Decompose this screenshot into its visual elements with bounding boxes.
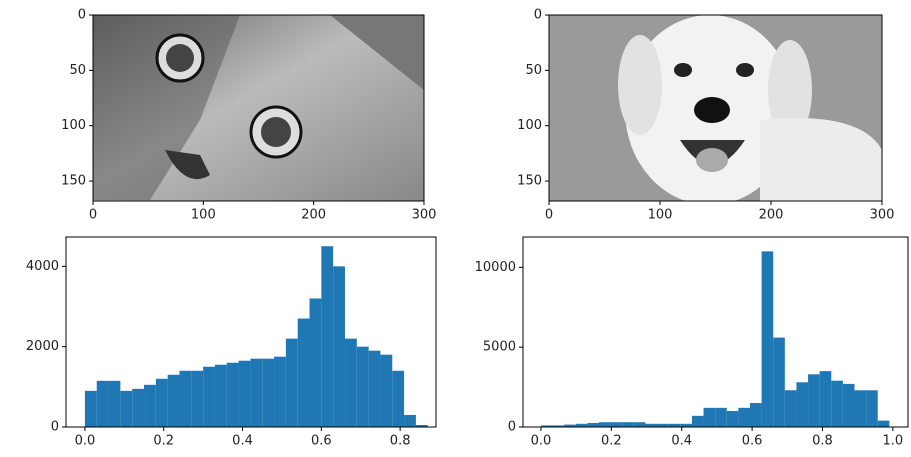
bar	[622, 422, 634, 427]
x-tick-label: 200	[759, 208, 784, 223]
bar	[227, 363, 239, 427]
bar	[369, 351, 381, 427]
x-tick-label: 0.8	[812, 434, 833, 449]
dog-image	[549, 15, 882, 205]
bar	[843, 384, 855, 427]
bar	[727, 411, 739, 427]
bar	[380, 355, 392, 427]
bar	[785, 390, 797, 427]
bar	[738, 408, 750, 427]
x-tick-label: 0.2	[153, 434, 174, 449]
bar	[599, 422, 611, 427]
y-tick-label: 2000	[26, 339, 59, 354]
bar	[762, 251, 774, 427]
bar	[704, 408, 716, 427]
bar	[144, 385, 156, 427]
bar	[310, 298, 322, 427]
x-tick-label: 0.4	[671, 434, 692, 449]
bar	[611, 422, 623, 427]
bar	[85, 391, 97, 427]
cat-image	[93, 15, 424, 201]
bar	[274, 357, 286, 427]
bar	[796, 382, 808, 427]
bar	[866, 390, 878, 427]
bar	[357, 347, 369, 427]
bar	[820, 371, 832, 427]
bar	[345, 339, 357, 427]
bar	[239, 361, 251, 427]
x-tick-label: 200	[301, 208, 326, 223]
x-tick-label: 300	[412, 208, 437, 223]
y-tick-label: 100	[61, 118, 86, 133]
x-tick-label: 0	[545, 208, 553, 223]
x-tick-label: 100	[648, 208, 673, 223]
bar	[298, 319, 310, 427]
bar	[878, 421, 890, 427]
bar	[715, 408, 727, 427]
y-tick-label: 150	[61, 174, 86, 189]
x-tick-label: 1.0	[883, 434, 904, 449]
bar	[97, 381, 109, 427]
x-tick-label: 0.0	[531, 434, 552, 449]
bar	[109, 381, 121, 427]
y-tick-label: 150	[517, 174, 542, 189]
bar	[156, 379, 168, 427]
x-tick-label: 0.4	[232, 434, 253, 449]
figure: 0 100 200 300 0 50 100 150 0 100 200 300 0 50 100 150 0.…	[0, 0, 911, 457]
x-tick-label: 0.2	[601, 434, 622, 449]
bar	[120, 391, 132, 427]
bar	[692, 416, 704, 427]
bar	[333, 266, 345, 427]
y-tick-label: 100	[517, 118, 542, 133]
page: {"chart_data": [ {"type": "image", "xlim…	[0, 0, 911, 457]
x-tick-label: 0.8	[390, 434, 411, 449]
y-tick-label: 0	[78, 8, 86, 23]
y-tick-label: 0	[51, 420, 59, 435]
x-tick-label: 0	[89, 208, 97, 223]
y-tick-label: 50	[525, 63, 542, 78]
y-tick-label: 10000	[475, 260, 516, 275]
y-tick-label: 0	[534, 8, 542, 23]
bar	[250, 359, 262, 427]
bar	[392, 371, 404, 427]
x-tick-label: 300	[870, 208, 895, 223]
bar	[132, 389, 144, 427]
x-tick-label: 0.0	[75, 434, 96, 449]
bar	[404, 415, 416, 427]
bar	[179, 371, 191, 427]
bar	[808, 374, 820, 427]
x-tick-label: 0.6	[742, 434, 763, 449]
bar	[750, 403, 762, 427]
y-tick-label: 4000	[26, 259, 59, 274]
bar	[587, 423, 599, 427]
bar	[262, 359, 274, 427]
bar	[321, 246, 333, 427]
y-tick-label: 0	[508, 420, 516, 435]
bar	[831, 381, 843, 427]
bar	[773, 338, 785, 427]
bar	[855, 390, 867, 427]
x-tick-label: 100	[191, 208, 216, 223]
bar	[203, 367, 215, 427]
bar	[286, 339, 298, 427]
bar	[634, 422, 646, 427]
y-tick-label: 50	[69, 63, 86, 78]
bar	[168, 375, 180, 427]
y-tick-label: 5000	[483, 340, 516, 355]
x-tick-label: 0.6	[311, 434, 332, 449]
bar	[191, 371, 203, 427]
bar	[215, 365, 227, 427]
